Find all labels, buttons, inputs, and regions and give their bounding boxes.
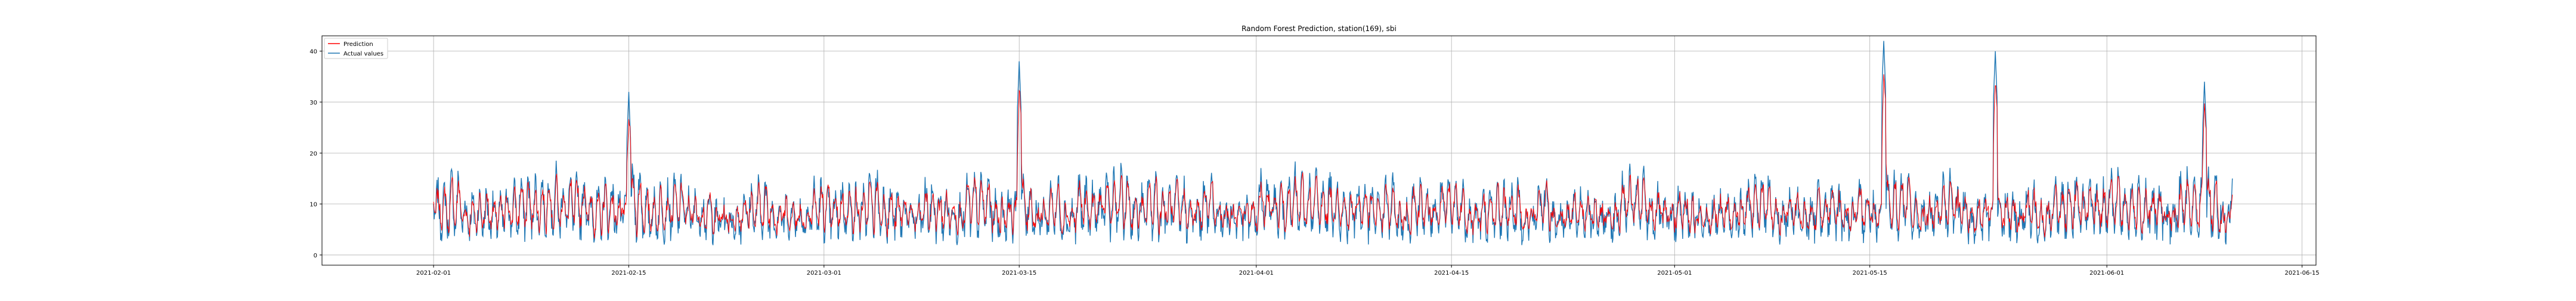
series-prediction-line bbox=[433, 74, 2233, 239]
plot-frame bbox=[321, 35, 2317, 266]
y-tick-label: 20 bbox=[309, 150, 317, 157]
x-tick-label: 2021-05-01 bbox=[1657, 270, 1692, 277]
x-axis: 2021-02-01 2021-02-15 2021-03-01 2021-03-15… bbox=[416, 265, 2320, 277]
legend-label-prediction: Prediction bbox=[343, 41, 373, 48]
y-tick-label: 40 bbox=[309, 49, 317, 56]
y-tick-label: 30 bbox=[309, 100, 317, 106]
y-axis: 0 10 20 30 40 bbox=[309, 49, 322, 259]
grid-lines bbox=[322, 36, 2316, 265]
legend-box bbox=[324, 38, 388, 59]
legend-label-actual: Actual values bbox=[343, 51, 383, 57]
y-tick-label: 0 bbox=[314, 253, 317, 259]
x-tick-label: 2021-04-15 bbox=[1434, 270, 1469, 277]
series-layer bbox=[433, 41, 2233, 245]
chart-title: Random Forest Prediction, station(169), … bbox=[1241, 24, 1397, 33]
legend: Prediction Actual values bbox=[324, 38, 388, 59]
x-tick-label: 2021-03-15 bbox=[1002, 270, 1036, 277]
x-tick-label: 2021-02-15 bbox=[611, 270, 646, 277]
x-tick-label: 2021-02-01 bbox=[416, 270, 451, 277]
x-tick-label: 2021-03-01 bbox=[807, 270, 841, 277]
series-actual-line bbox=[433, 41, 2233, 245]
x-tick-label: 2021-06-01 bbox=[2089, 270, 2124, 277]
x-tick-label: 2021-06-15 bbox=[2285, 270, 2320, 277]
x-tick-label: 2021-05-15 bbox=[1853, 270, 1887, 277]
x-tick-label: 2021-04-01 bbox=[1239, 270, 1274, 277]
y-tick-label: 10 bbox=[309, 202, 317, 208]
